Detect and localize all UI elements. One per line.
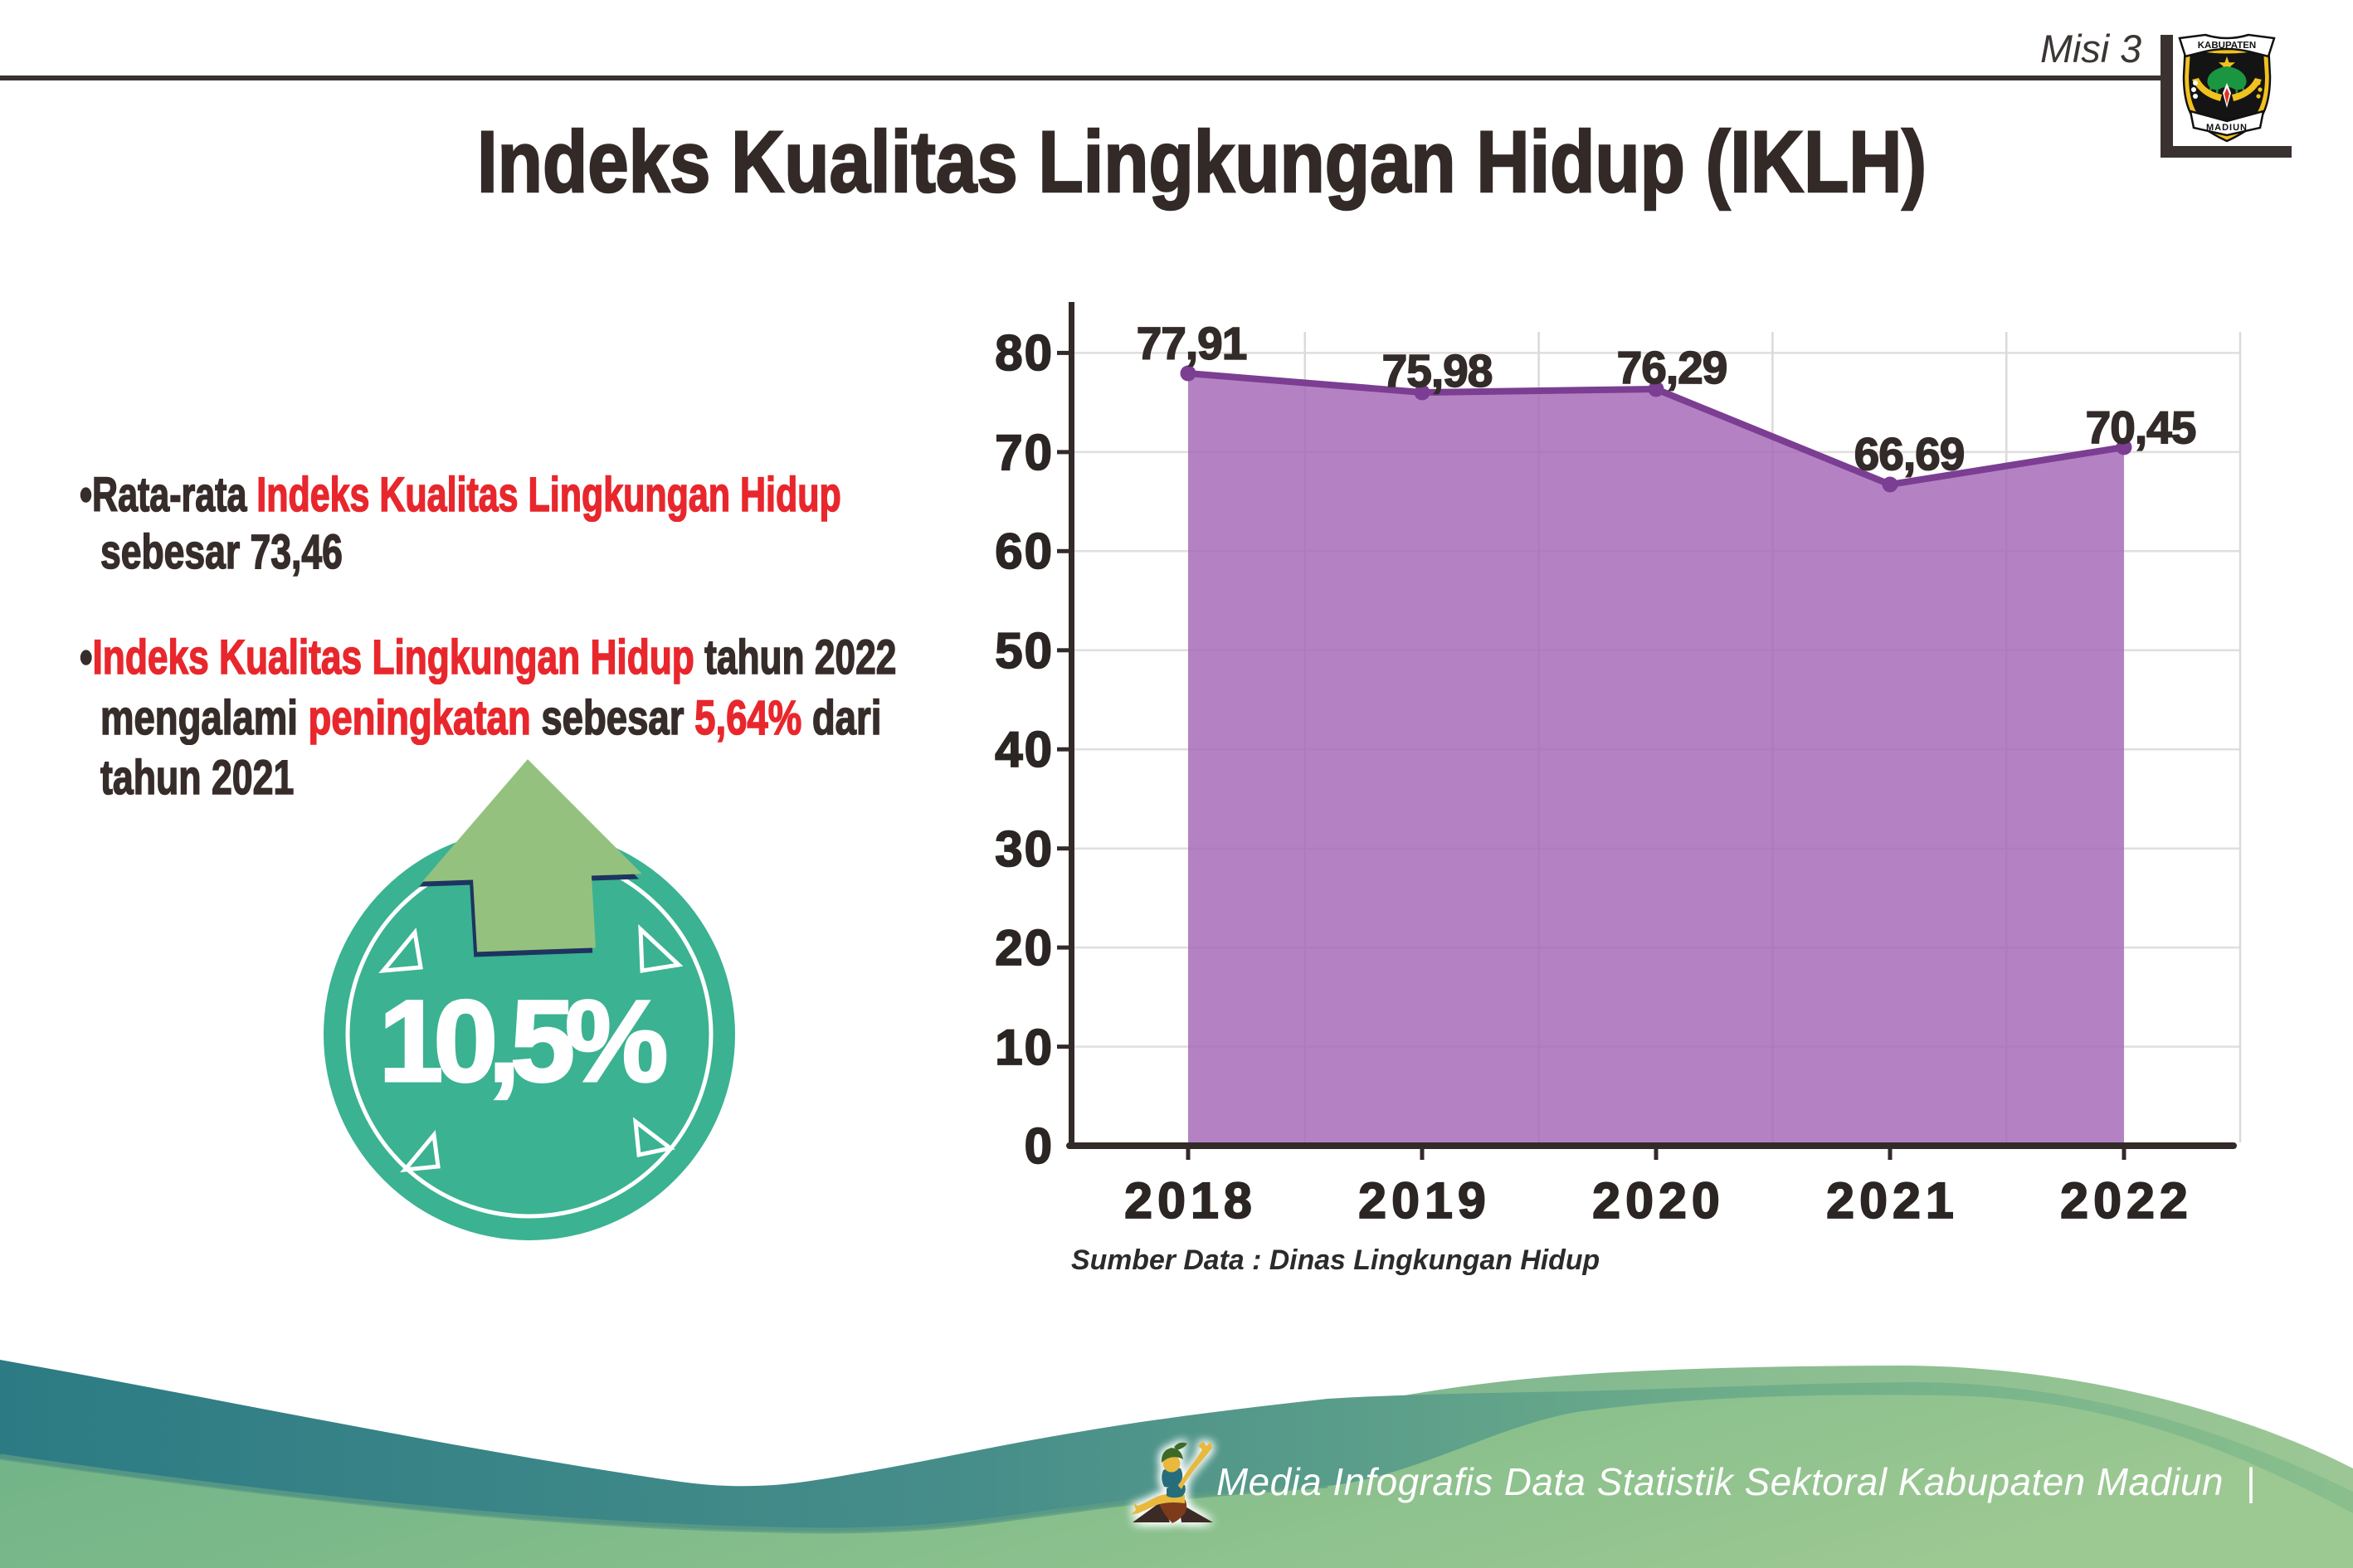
svg-text:77,91: 77,91 <box>1137 318 1247 369</box>
svg-text:76,29: 76,29 <box>1617 342 1727 393</box>
svg-text:60: 60 <box>995 523 1054 579</box>
svg-text:2020: 2020 <box>1592 1172 1725 1229</box>
svg-text:20: 20 <box>995 920 1054 976</box>
svg-text:2021: 2021 <box>1826 1172 1959 1229</box>
svg-text:66,69: 66,69 <box>1854 428 1965 480</box>
svg-text:0: 0 <box>1025 1118 1054 1174</box>
svg-text:2019: 2019 <box>1358 1172 1491 1229</box>
svg-text:10: 10 <box>995 1020 1054 1075</box>
svg-text:2018: 2018 <box>1124 1172 1257 1229</box>
svg-text:10,5%: 10,5% <box>378 976 665 1106</box>
svg-text:30: 30 <box>995 821 1054 877</box>
svg-text:KABUPATEN: KABUPATEN <box>2198 41 2257 51</box>
svg-text:MADIUN: MADIUN <box>2206 123 2248 133</box>
svg-text:2022: 2022 <box>2060 1172 2193 1229</box>
svg-text:50: 50 <box>995 623 1054 679</box>
svg-text:40: 40 <box>995 722 1054 777</box>
svg-text:75,98: 75,98 <box>1382 345 1493 397</box>
svg-text:70: 70 <box>995 425 1054 480</box>
svg-text:80: 80 <box>995 325 1054 381</box>
svg-text:70,45: 70,45 <box>2086 402 2196 453</box>
